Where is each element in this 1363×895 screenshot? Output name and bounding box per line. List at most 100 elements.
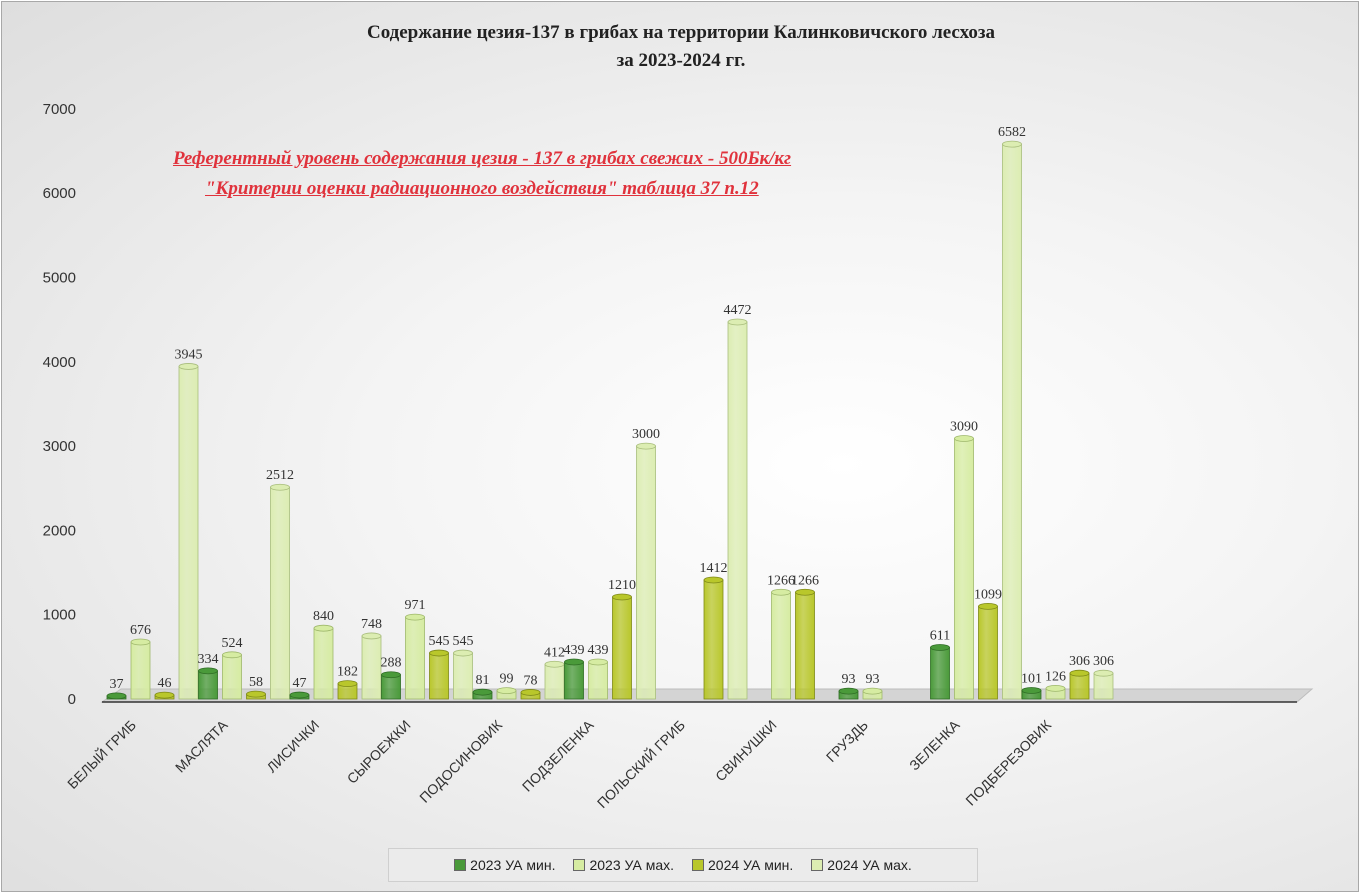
data-label: 1266	[767, 573, 795, 588]
y-tick-label: 5000	[43, 270, 76, 287]
data-label: 545	[453, 634, 474, 649]
y-tick-label: 6000	[43, 185, 76, 202]
data-label: 748	[361, 617, 382, 632]
bar-top-cap	[588, 658, 608, 666]
data-label: 6582	[998, 125, 1026, 140]
legend-swatch-2024-max	[811, 859, 824, 871]
data-label: 47	[293, 676, 307, 691]
bar	[313, 627, 334, 700]
bar	[795, 591, 815, 700]
x-tick-label: МАСЛЯТА	[172, 716, 231, 775]
legend-swatch-2023-max	[573, 859, 586, 871]
data-label: 78	[524, 673, 538, 688]
bar	[564, 661, 584, 700]
bar	[978, 605, 998, 700]
y-tick-label: 4000	[43, 354, 76, 371]
x-tick-label: ЛИСИЧКИ	[263, 717, 322, 776]
bar-top-cap	[1002, 140, 1022, 148]
legend-label-2024-max: 2024 УА мах.	[827, 857, 912, 873]
bar-top-cap	[198, 667, 218, 675]
bar	[453, 652, 473, 700]
data-label: 101	[1021, 671, 1042, 686]
bar-top-cap	[222, 651, 242, 659]
data-label: 93	[842, 672, 856, 687]
data-label: 412	[544, 645, 565, 660]
chart-subtitle: за 2023-2024 гг.	[616, 50, 746, 71]
y-tick-label: 3000	[43, 438, 76, 455]
chart-legend: 2023 УА мин. 2023 УА мах. 2024 УА мин. 2…	[388, 848, 978, 882]
bar-top-cap	[429, 649, 449, 657]
bar	[703, 579, 724, 700]
bar	[930, 647, 950, 700]
bar-top-cap	[795, 588, 815, 596]
bar	[954, 438, 974, 700]
bar-top-cap	[405, 613, 425, 621]
x-tick-label: ПОДЗЕЛЕНКА	[519, 716, 597, 794]
data-label: 126	[1045, 669, 1066, 684]
bar-top-cap	[1021, 687, 1042, 694]
bar	[130, 641, 151, 700]
bar-top-cap	[520, 689, 541, 696]
x-tick-label: СЫРОЕЖКИ	[344, 717, 414, 787]
bar-top-cap	[1093, 669, 1114, 677]
x-tick-label: ПОЛЬСКИЙ ГРИБ	[593, 716, 688, 811]
bar-top-cap	[361, 632, 382, 640]
bar-top-cap	[954, 435, 974, 442]
bar-top-cap	[564, 658, 584, 666]
bar-top-cap	[496, 687, 517, 695]
data-label: 93	[866, 672, 880, 687]
bar	[1069, 672, 1090, 700]
bar-top-cap	[246, 690, 266, 698]
bar-top-cap	[313, 624, 334, 632]
bar	[636, 445, 656, 700]
bar	[1093, 672, 1114, 700]
legend-label-2023-min: 2023 УА мин.	[470, 857, 556, 873]
legend-swatch-2023-min	[454, 859, 467, 871]
chart-title: Содержание цезия-137 в грибах на террито…	[366, 22, 996, 43]
x-tick-label: ЗЕЛЕНКА	[906, 716, 963, 773]
data-label: 37	[110, 677, 124, 692]
bar	[1002, 143, 1022, 700]
data-label: 545	[429, 634, 450, 649]
bar	[361, 635, 382, 700]
bar	[198, 670, 218, 700]
bar-top-cap	[771, 588, 791, 596]
legend-item-2023-min: 2023 УА мин.	[454, 857, 555, 873]
data-label: 99	[500, 672, 514, 687]
bar-top-cap	[930, 644, 950, 651]
bar-top-cap	[130, 638, 151, 646]
bar-top-cap	[289, 691, 310, 699]
data-label: 306	[1069, 654, 1090, 669]
data-label: 182	[337, 665, 358, 680]
bar-top-cap	[544, 660, 565, 668]
bar	[588, 661, 608, 700]
bar	[544, 663, 565, 700]
data-label: 3090	[950, 420, 978, 435]
data-label: 439	[588, 643, 609, 658]
x-tick-label: ГРУЗДЬ	[823, 717, 871, 765]
data-label: 676	[130, 623, 151, 638]
legend-swatch-2024-min	[692, 859, 704, 871]
data-label: 3945	[175, 347, 203, 362]
bar-top-cap	[472, 688, 493, 696]
legend-label-2023-max: 2023 УА мах.	[589, 857, 674, 873]
data-label: 1210	[608, 578, 636, 593]
bar	[178, 366, 199, 700]
bar-top-cap	[106, 692, 127, 700]
data-label: 611	[930, 628, 950, 643]
bar-top-cap	[703, 576, 724, 584]
x-tick-label: СВИНУШКИ	[712, 717, 780, 785]
data-label: 1266	[791, 573, 819, 588]
legend-label-2024-min: 2024 УА мин.	[708, 857, 794, 873]
data-label: 971	[405, 598, 426, 613]
bar-top-cap	[270, 483, 290, 491]
bar	[222, 654, 242, 700]
data-label: 840	[313, 609, 334, 624]
y-tick-label: 0	[68, 691, 76, 708]
data-label: 1099	[974, 587, 1002, 602]
x-tick-label: ПОДОСИНОВИК	[416, 716, 506, 806]
bar	[405, 616, 425, 700]
bar-top-cap	[727, 318, 748, 326]
